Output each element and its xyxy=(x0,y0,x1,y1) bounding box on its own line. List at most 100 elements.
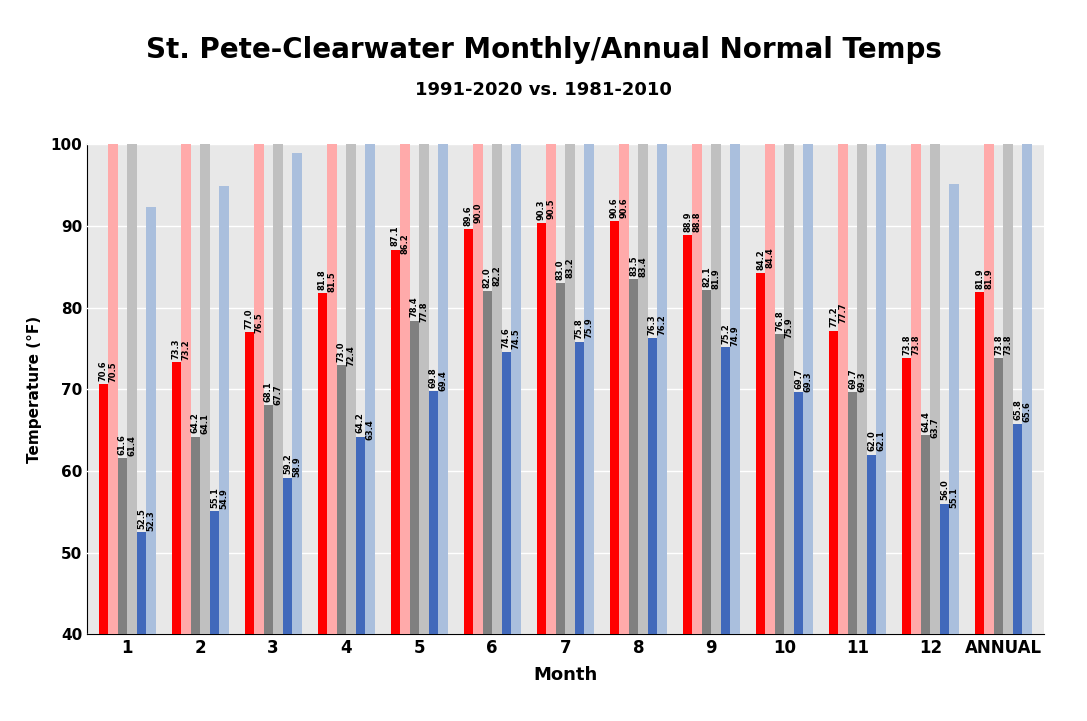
Bar xyxy=(575,342,584,721)
Bar xyxy=(365,116,375,634)
Text: 67.7: 67.7 xyxy=(274,384,283,405)
Text: 83.0: 83.0 xyxy=(555,260,565,280)
Bar xyxy=(210,511,220,721)
Text: 72.4: 72.4 xyxy=(347,345,355,366)
Bar xyxy=(99,384,108,721)
Bar xyxy=(172,363,182,721)
Text: 65.8: 65.8 xyxy=(1013,399,1022,420)
Text: 59.2: 59.2 xyxy=(283,454,292,474)
Bar xyxy=(692,236,702,721)
Bar xyxy=(584,14,594,634)
Bar xyxy=(565,281,575,721)
Bar xyxy=(610,221,620,721)
Bar xyxy=(638,0,648,634)
Bar xyxy=(492,0,502,634)
Bar xyxy=(692,0,702,634)
Bar xyxy=(628,279,638,721)
Bar xyxy=(108,385,117,721)
Text: 76.8: 76.8 xyxy=(775,310,784,330)
Bar xyxy=(848,392,858,721)
Bar xyxy=(803,68,813,634)
Text: 73.8: 73.8 xyxy=(1003,335,1013,355)
Text: 81.9: 81.9 xyxy=(985,268,994,289)
Bar xyxy=(975,292,985,721)
Text: 83.2: 83.2 xyxy=(565,257,575,278)
Text: 82.1: 82.1 xyxy=(702,267,711,287)
Text: 74.5: 74.5 xyxy=(512,329,521,349)
Text: 55.1: 55.1 xyxy=(950,487,959,508)
Text: 84.2: 84.2 xyxy=(757,249,765,270)
Bar xyxy=(994,358,1003,721)
Bar xyxy=(245,332,254,721)
Bar xyxy=(930,441,940,721)
Bar xyxy=(866,455,876,721)
Bar xyxy=(264,405,273,721)
Bar xyxy=(638,280,648,721)
Bar xyxy=(755,273,765,721)
Bar xyxy=(911,358,921,721)
Text: 81.5: 81.5 xyxy=(327,271,337,292)
Bar xyxy=(464,229,473,721)
Text: 89.6: 89.6 xyxy=(464,205,473,226)
Bar xyxy=(765,0,775,634)
Text: 90.6: 90.6 xyxy=(620,197,628,218)
Text: 65.6: 65.6 xyxy=(1023,401,1032,422)
Bar xyxy=(803,395,813,721)
Text: 69.3: 69.3 xyxy=(803,371,812,392)
Bar xyxy=(858,395,866,721)
Bar xyxy=(794,392,803,721)
Text: 69.7: 69.7 xyxy=(794,368,803,389)
X-axis label: Month: Month xyxy=(533,665,598,684)
Bar xyxy=(420,326,428,721)
Text: 75.9: 75.9 xyxy=(785,317,794,338)
Bar xyxy=(1003,358,1013,721)
Text: 82.0: 82.0 xyxy=(483,267,492,288)
Text: 55.1: 55.1 xyxy=(210,487,218,508)
Text: 76.5: 76.5 xyxy=(254,312,263,333)
Bar xyxy=(683,235,692,721)
Bar xyxy=(200,438,210,721)
Bar xyxy=(137,532,146,721)
Text: 73.8: 73.8 xyxy=(912,335,921,355)
Bar xyxy=(547,222,555,721)
Bar xyxy=(400,0,410,634)
Bar xyxy=(1023,425,1032,721)
Bar xyxy=(220,513,228,721)
Bar xyxy=(985,0,994,634)
Bar xyxy=(949,185,959,634)
Text: 64.4: 64.4 xyxy=(921,411,930,432)
Bar xyxy=(902,358,911,721)
Text: 54.9: 54.9 xyxy=(220,489,228,510)
Bar xyxy=(146,534,155,721)
Text: 84.4: 84.4 xyxy=(765,247,775,268)
Text: 52.3: 52.3 xyxy=(147,510,155,531)
Bar xyxy=(492,290,502,721)
Bar xyxy=(390,249,400,721)
Bar xyxy=(711,0,721,634)
Bar xyxy=(483,291,492,721)
Y-axis label: Temperature (°F): Temperature (°F) xyxy=(27,316,42,463)
Bar xyxy=(346,43,355,634)
Bar xyxy=(658,339,666,721)
Text: 90.6: 90.6 xyxy=(610,197,619,218)
Bar xyxy=(273,408,283,721)
Bar xyxy=(317,293,327,721)
Text: 81.9: 81.9 xyxy=(975,268,984,289)
Bar xyxy=(346,370,355,721)
Text: 73.3: 73.3 xyxy=(172,339,180,359)
Text: 73.0: 73.0 xyxy=(337,341,346,361)
Bar xyxy=(702,291,711,721)
Bar xyxy=(200,111,210,634)
Bar xyxy=(108,58,117,634)
Bar xyxy=(721,347,730,721)
Bar xyxy=(858,68,866,634)
Legend: Tmax 1991-2020, Tmax 1981-2010, Tavg 1991-2020, Tavg 1981-2010, Tmin 1991-2020, : Tmax 1991-2020, Tmax 1981-2010, Tavg 199… xyxy=(124,720,1007,721)
Bar xyxy=(327,0,337,634)
Text: 64.1: 64.1 xyxy=(200,413,210,434)
Text: 70.6: 70.6 xyxy=(99,360,108,381)
Bar xyxy=(410,321,420,721)
Bar xyxy=(182,363,190,721)
Text: 70.5: 70.5 xyxy=(109,361,117,382)
Bar xyxy=(555,283,565,721)
Text: 77.7: 77.7 xyxy=(838,303,848,323)
